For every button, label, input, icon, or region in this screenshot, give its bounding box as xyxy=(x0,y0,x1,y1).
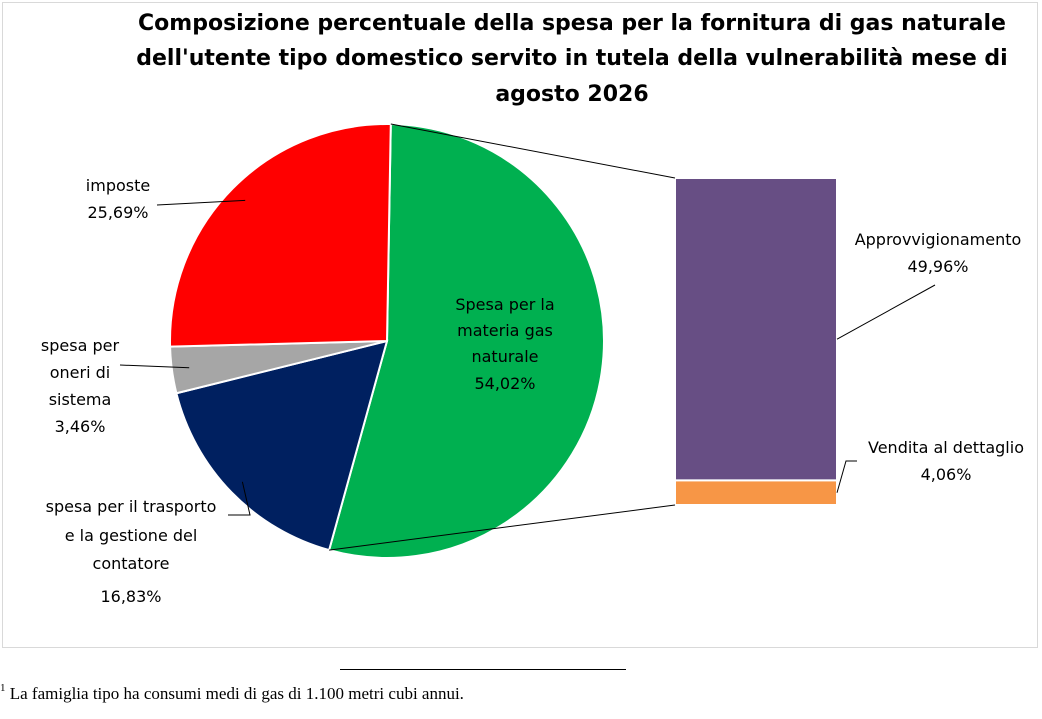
pie-slice-imposte xyxy=(169,123,392,348)
footnote-marker: 1 xyxy=(0,682,6,694)
leader-line-trasporto xyxy=(228,481,251,516)
footnote-text: La famiglia tipo ha consumi medi di gas … xyxy=(9,684,464,703)
slice-label-materia-line-2: materia gas xyxy=(457,321,553,340)
bar-segment-approvvigionamento xyxy=(674,177,838,482)
chart-title-line-1: Composizione percentuale della spesa per… xyxy=(138,11,1006,36)
bar-label-vendita-name: Vendita al dettaglio xyxy=(868,438,1024,457)
slice-value-trasporto: 16,83% xyxy=(100,587,161,606)
bar-label-approvvigionamento: Approvvigionamento 49,96% xyxy=(855,230,1022,276)
slice-label-trasporto: spesa per il trasporto e la gestione del… xyxy=(46,497,217,606)
slice-label-oneri-line-2: oneri di xyxy=(50,363,110,382)
slice-label-materia-line-3: naturale xyxy=(471,347,538,366)
leader-line-approvvigionamento xyxy=(836,284,936,340)
slice-label-oneri: spesa per oneri di sistema 3,46% xyxy=(41,336,120,436)
chart-title-line-2: dell'utente tipo domestico servito in tu… xyxy=(136,46,1007,71)
slice-label-imposte-line-1: imposte xyxy=(86,176,150,195)
slice-label-materia-line-1: Spesa per la xyxy=(455,295,554,314)
leader-line-imposte xyxy=(156,199,246,206)
bar-label-vendita: Vendita al dettaglio 4,06% xyxy=(868,438,1024,484)
chart-title-line-3: agosto 2026 xyxy=(495,82,648,107)
leader-line-oneri xyxy=(119,364,190,369)
leader-line-vendita xyxy=(836,460,857,493)
leader-lines xyxy=(119,199,936,516)
connector-line-top xyxy=(390,123,676,179)
pie-slice-materia xyxy=(327,123,605,559)
chart-frame xyxy=(2,2,1038,648)
slice-label-materia: Spesa per la materia gas naturale 54,02% xyxy=(455,295,554,393)
slice-label-trasporto-line-3: contatore xyxy=(93,554,170,573)
slice-label-trasporto-line-1: spesa per il trasporto xyxy=(46,497,217,516)
footnote-separator xyxy=(340,669,626,670)
pie-slices xyxy=(169,123,605,559)
slice-value-imposte: 25,69% xyxy=(87,203,148,222)
slice-value-materia: 54,02% xyxy=(474,374,535,393)
breakdown-bar xyxy=(674,177,838,507)
chart-title: Composizione percentuale della spesa per… xyxy=(136,11,1007,107)
slice-label-imposte: imposte 25,69% xyxy=(86,176,150,222)
slice-label-trasporto-line-2: e la gestione del xyxy=(65,526,198,545)
slice-label-oneri-line-1: spesa per xyxy=(41,336,120,355)
slice-label-oneri-line-3: sistema xyxy=(49,390,112,409)
footnote: 1 La famiglia tipo ha consumi medi di ga… xyxy=(0,682,464,704)
bar-segment-vendita xyxy=(674,479,838,507)
bar-value-vendita: 4,06% xyxy=(921,465,972,484)
bar-label-approvvigionamento-name: Approvvigionamento xyxy=(855,230,1022,249)
slice-value-oneri: 3,46% xyxy=(55,417,106,436)
pie-slice-trasporto xyxy=(175,339,389,552)
connector-line-bottom xyxy=(329,504,676,551)
bar-value-approvvigionamento: 49,96% xyxy=(907,257,968,276)
pie-of-bar-chart: Composizione percentuale della spesa per… xyxy=(41,11,1024,606)
connector-lines xyxy=(329,123,676,551)
